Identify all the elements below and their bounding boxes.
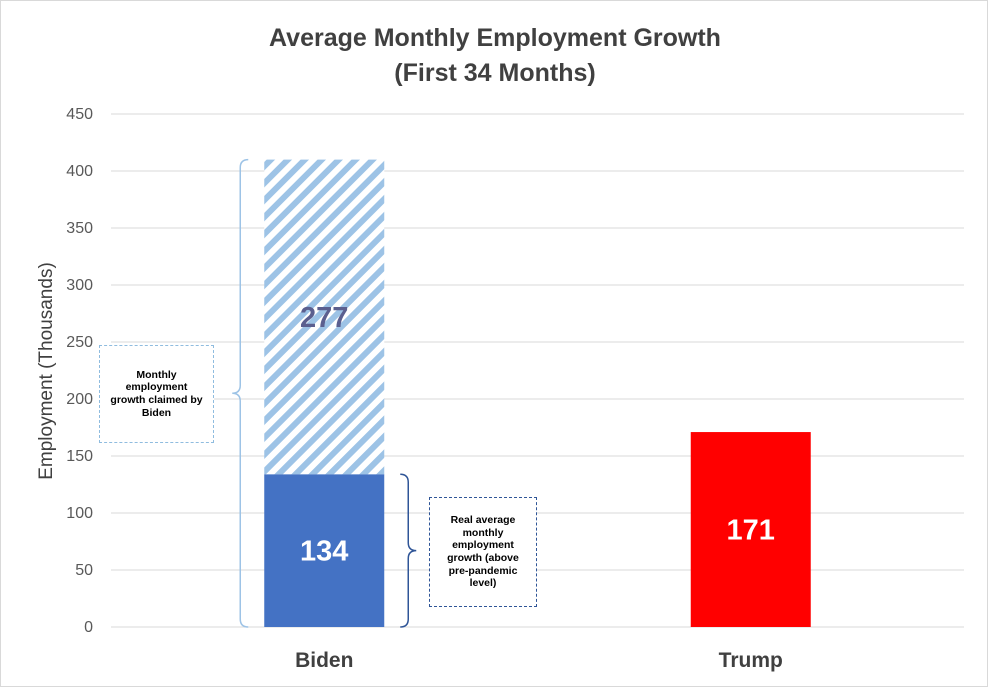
- bar-biden-base: [264, 474, 385, 627]
- y-tick-label-0: 0: [84, 619, 93, 636]
- data-label-biden-base: 134: [300, 536, 348, 568]
- bar-trump-base: [690, 432, 811, 627]
- claimed-growth-note: Monthly employment growth claimed by Bid…: [99, 345, 214, 443]
- real-growth-bracket: [400, 473, 417, 628]
- chart-subtitle: (First 34 Months): [394, 59, 595, 87]
- data-label-biden-claimed: 277: [300, 302, 348, 334]
- x-category-label-biden: Biden: [295, 649, 353, 672]
- y-tick-label-350: 350: [66, 220, 93, 237]
- claimed-growth-bracket: [232, 158, 249, 628]
- y-tick-label-50: 50: [75, 562, 93, 579]
- bar-biden-claimed: [264, 159, 385, 475]
- y-tick-label-200: 200: [66, 391, 93, 408]
- y-tick-label-250: 250: [66, 334, 93, 351]
- y-tick-label-450: 450: [66, 106, 93, 123]
- y-axis-label: Employment (Thousands): [36, 262, 57, 480]
- y-tick-label-300: 300: [66, 277, 93, 294]
- y-tick-label-400: 400: [66, 163, 93, 180]
- data-label-trump-base: 171: [727, 515, 775, 547]
- y-tick-label-100: 100: [66, 505, 93, 522]
- real-growth-note: Real average monthly employment growth (…: [429, 497, 537, 607]
- chart-title: Average Monthly Employment Growth: [269, 24, 721, 52]
- y-tick-label-150: 150: [66, 448, 93, 465]
- x-category-label-trump: Trump: [719, 649, 783, 672]
